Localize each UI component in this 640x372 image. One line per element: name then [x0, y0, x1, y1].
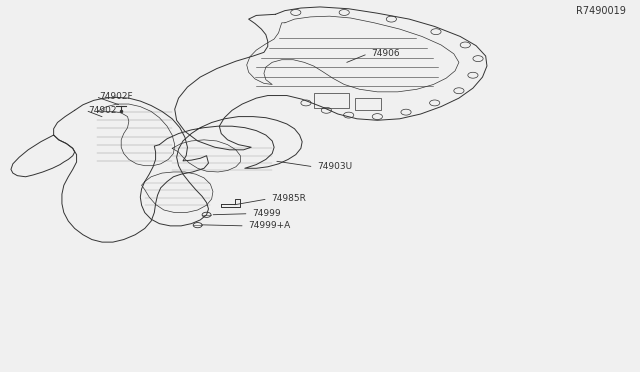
Bar [355, 98, 381, 110]
Text: 74902: 74902 [89, 106, 117, 115]
Text: 74906: 74906 [371, 49, 399, 58]
Bar [314, 93, 349, 108]
Text: R7490019: R7490019 [576, 6, 626, 16]
Text: 74999+A: 74999+A [248, 221, 291, 230]
Text: 74985R: 74985R [271, 195, 306, 203]
Text: 74903U: 74903U [317, 162, 352, 171]
Text: 74902F: 74902F [99, 92, 132, 101]
Text: 74999: 74999 [252, 209, 280, 218]
